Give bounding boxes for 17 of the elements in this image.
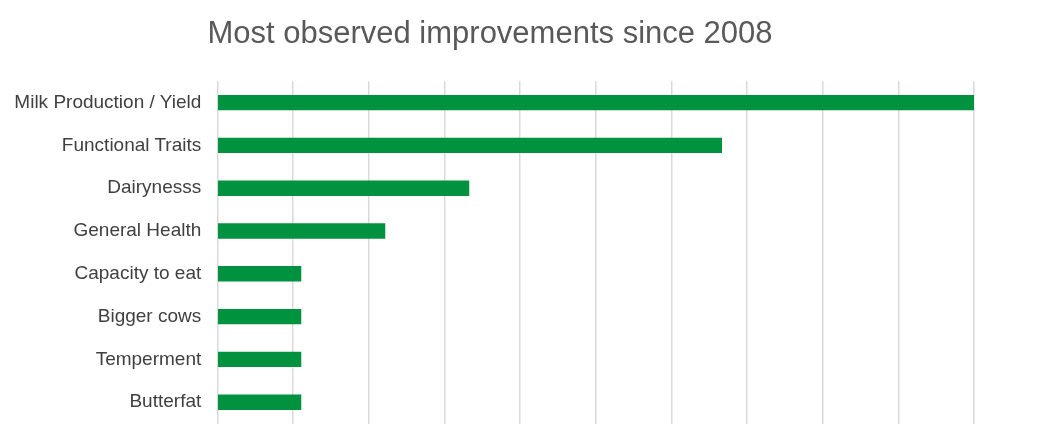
chart-title: Most observed improvements since 2008 [207, 15, 773, 51]
bar [218, 351, 302, 368]
y-tick-label: Temperment [95, 347, 202, 369]
bar [218, 394, 302, 410]
y-tick-label: Functional Traits [61, 133, 202, 155]
y-tick-label: Butterfat [129, 390, 202, 412]
bar [218, 180, 470, 196]
y-tick-label: Dairynesss [107, 176, 202, 198]
bar [218, 266, 302, 282]
y-tick-label: General Health [73, 219, 202, 241]
bar [218, 137, 723, 154]
y-tick-label: Capacity to eat [74, 262, 202, 284]
bar [218, 223, 386, 239]
y-tick-label: Milk Production / Yield [14, 90, 202, 112]
bar [218, 94, 974, 111]
bar [218, 308, 302, 325]
y-tick-label: Bigger cows [97, 304, 202, 326]
